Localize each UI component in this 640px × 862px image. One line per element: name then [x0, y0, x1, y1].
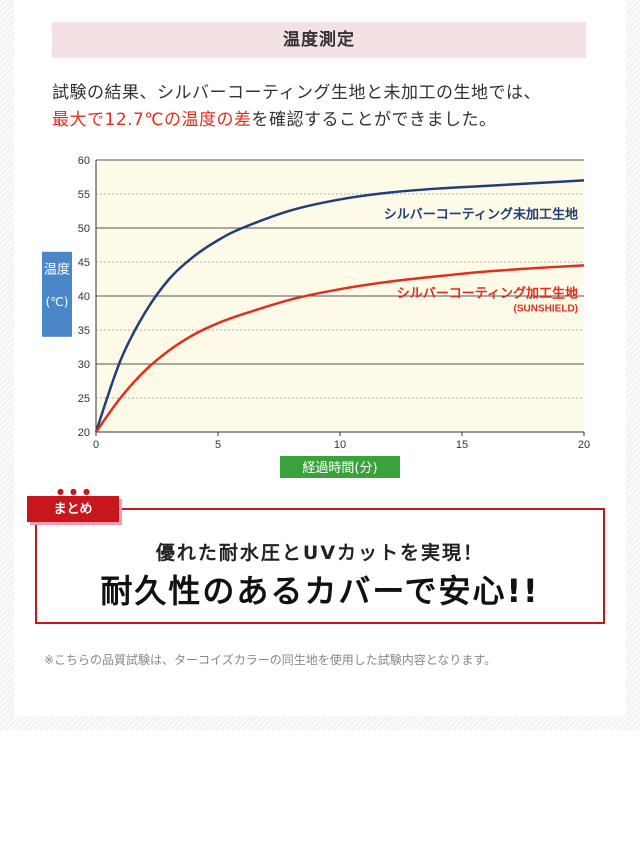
y-tick-label: 35: [78, 325, 90, 337]
intro-highlight: 最大で12.7℃の温度の差: [52, 110, 252, 130]
series-label-untreated: シルバーコーティング未加工生地: [384, 206, 578, 222]
x-tick-label: 5: [215, 439, 221, 451]
intro-line-1: 試験の結果、シルバーコーティング生地と未加工の生地では、: [52, 83, 541, 103]
series-label-coated: シルバーコーティング加工生地: [397, 285, 578, 301]
x-tick-label: 0: [93, 439, 99, 451]
ylabel-line-1: 温度: [44, 262, 70, 278]
x-tick-label: 15: [456, 439, 468, 451]
summary-box: 優れた耐水圧とUVカットを実現！ 耐久性のあるカバーで安心!!: [35, 508, 605, 624]
xlabel: 経過時間(分): [302, 461, 377, 476]
y-tick-label: 20: [78, 427, 90, 439]
summary-headline: 耐久性のあるカバーで安心!!: [100, 572, 540, 610]
y-tick-label: 50: [78, 223, 90, 235]
y-tick-label: 55: [78, 189, 90, 201]
xlabel-box: [280, 456, 400, 478]
ylabel-box: [42, 251, 72, 337]
y-tick-label: 45: [78, 257, 90, 269]
y-tick-label: 40: [78, 291, 90, 303]
tag-dots: ●●●: [57, 487, 96, 496]
intro-line-2: 最大で12.7℃の温度の差を確認することができました。: [52, 107, 612, 134]
x-tick-label: 20: [578, 439, 590, 451]
series-sublabel-coated: (SUNSHIELD): [514, 304, 578, 315]
intro-text: 試験の結果、シルバーコーティング生地と未加工の生地では、 最大で12.7℃の温度…: [52, 80, 612, 134]
y-tick-label: 25: [78, 393, 90, 405]
y-tick-label: 30: [78, 359, 90, 371]
y-tick-label: 60: [78, 155, 90, 167]
section-title: 温度測定: [52, 22, 586, 58]
temperature-chart: 20 25 30 35 40 45 50 55 60 0 5 10 15 20 シルバーコーティング未加工生…: [42, 155, 590, 478]
series-line-coated: [94, 264, 585, 433]
footnote: ※こちらの品質試験は、ターコイズカラーの同生地を使用した試験内容となります。: [44, 653, 497, 667]
summary-subtitle: 優れた耐水圧とUVカットを実現！: [155, 542, 485, 564]
summary-tag: まとめ: [27, 496, 119, 522]
x-tick-label: 10: [334, 439, 346, 451]
series-line-untreated: [94, 179, 585, 433]
intro-line-2-rest: を確認することができました。: [251, 110, 497, 130]
ylabel-line-2: (℃): [46, 295, 69, 309]
